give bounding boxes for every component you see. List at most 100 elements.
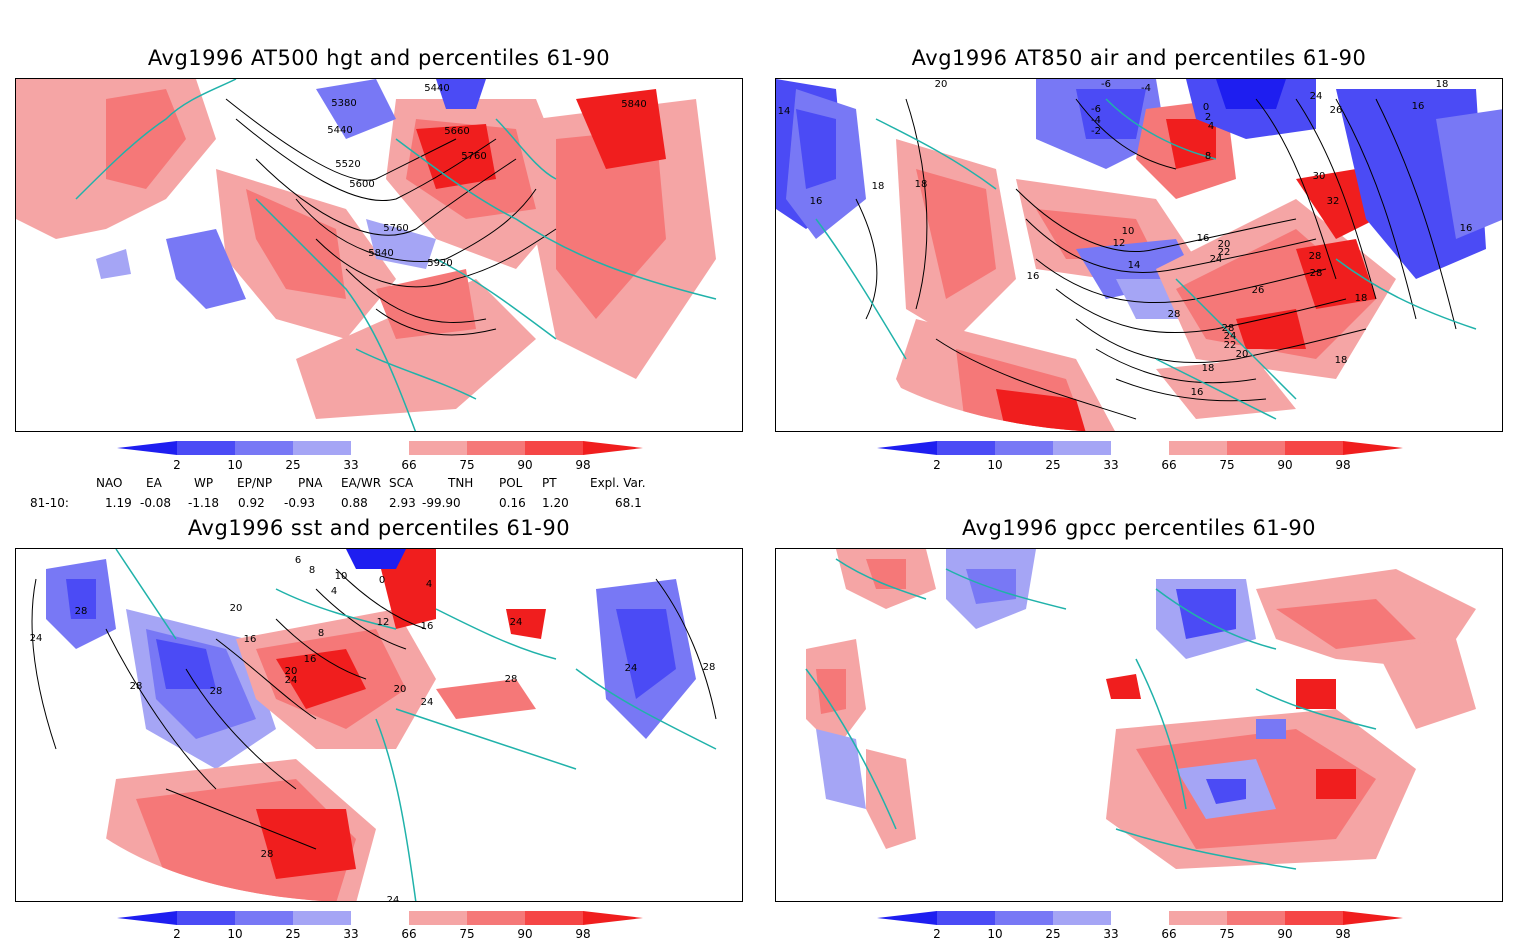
contour-label: 28 [505, 674, 518, 685]
contour-label: 28 [75, 606, 88, 617]
index-value: 0.88 [341, 496, 368, 510]
colorbar-swatches [877, 911, 1403, 925]
contour-label: 5760 [461, 151, 486, 162]
index-value: -0.08 [140, 496, 172, 510]
contour-label: 5600 [349, 179, 374, 190]
colorbar-swatch [235, 911, 293, 925]
colorbar-swatch [1285, 911, 1343, 925]
colorbar-air: 2 10 25 33 66 75 90 98 [877, 441, 1403, 472]
contour-label: 2 [1205, 112, 1211, 123]
contour-label: 28 [1310, 268, 1323, 279]
index-value: -99.90 [422, 496, 461, 510]
contour-label: 0 [379, 575, 385, 586]
index-value: -1.18 [188, 496, 220, 510]
colorbar-label: 10 [987, 458, 1002, 472]
contour-label: 6 [295, 555, 301, 566]
contour-label: 18 [1355, 293, 1368, 304]
colorbar-label: 33 [1103, 458, 1118, 472]
contour-label: 26 [1330, 105, 1343, 116]
colorbar-swatches [117, 911, 643, 925]
colorbar-swatch [1343, 911, 1403, 925]
contour-label: 16 [304, 654, 317, 665]
contour-label: 4 [331, 586, 337, 597]
colorbar-swatch [293, 441, 351, 455]
colorbar-label: 75 [1219, 458, 1234, 472]
contour-label: 5840 [621, 99, 646, 110]
colorbar-swatch [467, 441, 525, 455]
map-gpcc [805, 549, 1476, 870]
colorbar-label: 66 [1161, 927, 1176, 940]
contour-label: 24 [1224, 331, 1237, 342]
colorbar-swatch [937, 441, 995, 455]
contour-label: 26 [1252, 285, 1265, 296]
contour-label: -2 [1091, 126, 1101, 137]
contour-label: 28 [130, 681, 143, 692]
index-value: 2.93 [389, 496, 416, 510]
colorbar-label: 75 [1219, 927, 1234, 940]
contour-label: 14 [1128, 260, 1141, 271]
colorbar-swatch [117, 911, 177, 925]
map-air: 20 -6 -4 -6 -4 -2 0 2 4 8 24 26 16 18 14… [776, 79, 1502, 431]
contour-label: 16 [1191, 387, 1204, 398]
contour-label: 16 [1027, 271, 1040, 282]
colorbar-swatch [409, 441, 467, 455]
contour-label: 18 [1202, 363, 1215, 374]
colorbar-label: 25 [285, 458, 300, 472]
contour-label: 28 [1222, 323, 1235, 334]
contour-label: 22 [1224, 340, 1237, 351]
colorbar-swatch [937, 911, 995, 925]
contour-label: 20 [935, 79, 948, 90]
contour-label: 32 [1327, 196, 1340, 207]
contour-label: 16 [244, 634, 257, 645]
colorbar-swatch [351, 441, 409, 455]
contour-label: 24 [30, 633, 43, 644]
index-row-label: 81-10: [30, 496, 69, 510]
contour-label: 16 [810, 196, 823, 207]
contour-label: 18 [1335, 355, 1348, 366]
index-header: POL [499, 476, 523, 490]
index-value: 1.19 [105, 496, 132, 510]
colorbar-swatch [995, 911, 1053, 925]
colorbar-swatch [583, 441, 643, 455]
contour-label: 4 [1208, 121, 1214, 132]
colorbar-label: 25 [1045, 927, 1060, 940]
map-panel-hgt: 5440 5380 5440 5520 5600 5660 5760 5760 … [15, 78, 743, 432]
contour-label: 24 [285, 675, 298, 686]
colorbar-swatches [877, 441, 1403, 455]
contour-label: 5840 [368, 248, 393, 259]
map-panel-gpcc [775, 548, 1503, 902]
contour-label: 10 [335, 571, 348, 582]
colorbar-swatch [1053, 441, 1111, 455]
contour-label: 12 [1113, 238, 1126, 249]
contour-labels-sst: 28 24 20 16 28 28 20 24 16 10 8 6 4 0 4 … [30, 555, 716, 901]
colorbar-swatches [117, 441, 643, 455]
panel-title-gpcc: Avg1996 gpcc percentiles 61-90 [961, 516, 1317, 540]
index-header: TNH [448, 476, 474, 490]
contour-label: 20 [1236, 349, 1249, 360]
panel-title-hgt: Avg1996 AT500 hgt and percentiles 61-90 [147, 46, 611, 70]
colorbar-sst: 2 10 25 33 66 75 90 98 [117, 911, 643, 940]
contour-labels-hgt: 5440 5380 5440 5520 5600 5660 5760 5760 … [327, 83, 646, 269]
contour-label: 5520 [335, 159, 360, 170]
colorbar-label: 66 [401, 927, 416, 940]
index-value: 68.1 [615, 496, 642, 510]
colorbar-label: 90 [1277, 927, 1292, 940]
colorbar-swatch [1169, 911, 1227, 925]
contour-label: 24 [1310, 91, 1323, 102]
contour-label: 4 [426, 579, 432, 590]
contour-label: 28 [703, 662, 716, 673]
contour-label: 24 [421, 697, 434, 708]
colorbar-label: 75 [459, 927, 474, 940]
colorbar-swatch [177, 441, 235, 455]
index-header: PNA [298, 476, 323, 490]
colorbar-swatch [409, 911, 467, 925]
colorbar-swatch [177, 911, 235, 925]
colorbar-swatch [1111, 911, 1169, 925]
contour-label: 22 [1218, 247, 1231, 258]
contour-label: -6 [1101, 79, 1111, 90]
contour-label: 28 [1309, 251, 1322, 262]
map-panel-air: 20 -6 -4 -6 -4 -2 0 2 4 8 24 26 16 18 14… [775, 78, 1503, 432]
colorbar-swatch [1111, 441, 1169, 455]
index-header: PT [542, 476, 557, 490]
contour-label: 8 [1205, 151, 1211, 162]
